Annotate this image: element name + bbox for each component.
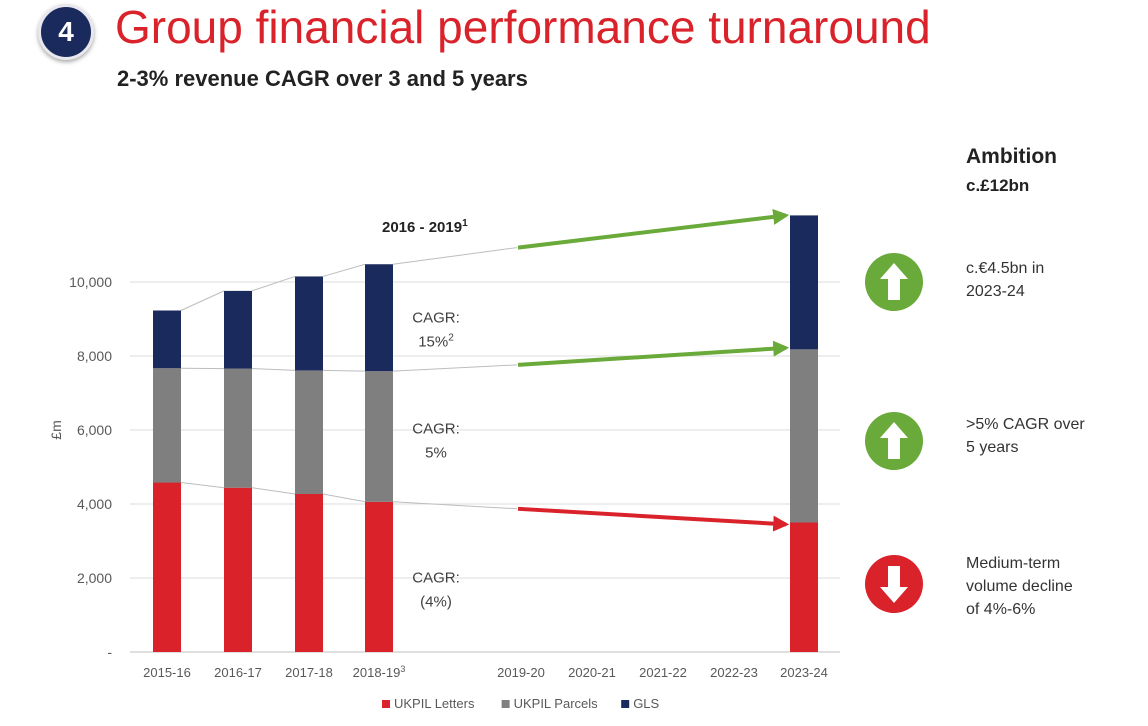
x-tick-label: 2016-17 xyxy=(214,665,262,680)
cagr-value-ukpil-parcels: 5% xyxy=(425,445,447,462)
y-tick-label: 4,000 xyxy=(77,496,112,512)
connector-line xyxy=(322,263,366,277)
bar-gls-2016-17 xyxy=(224,290,252,369)
bar-gls-2015-16 xyxy=(153,310,181,369)
cagr-value-gls: 15%2 xyxy=(418,333,454,351)
arrow-down-shape xyxy=(880,566,908,603)
arrow-up-icon xyxy=(865,412,923,470)
cagr-label-ukpil-parcels: CAGR: xyxy=(412,421,460,438)
legend-label-ukpil-parcels: UKPIL Parcels xyxy=(514,696,599,711)
bar-gls-2017-18 xyxy=(295,276,323,371)
x-tick-label: 2021-22 xyxy=(639,665,687,680)
cagr-footnote: 2 xyxy=(448,333,454,344)
ambition-letters-text: Medium-term volume decline of 4%-6% xyxy=(966,555,1073,618)
arrow-path xyxy=(880,422,908,459)
bar-ukpil-parcels-2017-18 xyxy=(295,370,323,495)
x-tick-label: 2015-16 xyxy=(143,665,191,680)
connector-line xyxy=(180,290,225,311)
connector-line xyxy=(251,275,296,292)
connector-line xyxy=(392,247,518,265)
page-subtitle: 2-3% revenue CAGR over 3 and 5 years xyxy=(117,66,528,91)
x-tick-label: 2022-23 xyxy=(710,665,758,680)
legend-swatch-ukpil-letters xyxy=(382,700,390,708)
arrow-up-icon xyxy=(865,253,923,311)
bar-gls-2018-19 xyxy=(365,264,393,372)
y-tick-label: 10,000 xyxy=(69,274,112,290)
bar-ukpil-letters-2016-17 xyxy=(224,487,252,652)
ambition-target: c.£12bn xyxy=(966,176,1030,195)
connector-line xyxy=(322,369,366,372)
trend-arrow-gls xyxy=(517,208,790,250)
bar-ukpil-parcels-2023-24 xyxy=(790,349,818,523)
connector-line xyxy=(251,368,296,371)
trend-arrow-ukpil-parcels xyxy=(517,340,790,367)
section-number-badge: 4 xyxy=(38,4,94,60)
connector-line xyxy=(392,364,518,372)
x-tick-label: 2017-18 xyxy=(285,665,333,680)
x-tick-label: 2020-21 xyxy=(568,665,616,680)
y-tick-label: - xyxy=(107,644,112,660)
bar-ukpil-letters-2015-16 xyxy=(153,482,181,652)
cagr-label-ukpil-letters: CAGR: xyxy=(412,569,460,586)
period-label: 2016 - 20191 xyxy=(382,218,468,236)
arrow-down-icon xyxy=(865,555,923,613)
cagr-label-gls: CAGR: xyxy=(412,310,460,327)
legend-swatch-gls xyxy=(621,700,630,708)
bar-gls-2023-24 xyxy=(790,215,818,350)
arrow-up-shape xyxy=(880,422,908,459)
x-tick-label: 2018-193 xyxy=(353,664,406,680)
ambition-gls-text: c.€4.5bn in 2023-24 xyxy=(966,260,1045,300)
bar-ukpil-parcels-2018-19 xyxy=(365,371,393,502)
legend-label-gls: GLS xyxy=(633,696,659,711)
legend-swatch-ukpil-parcels xyxy=(501,700,510,708)
period-footnote: 1 xyxy=(462,218,468,229)
connector-line xyxy=(251,487,296,495)
connector-line xyxy=(392,501,518,510)
connector-line xyxy=(180,482,225,489)
legend-label-ukpil-letters: UKPIL Letters xyxy=(394,696,475,711)
page-title: Group financial performance turnaround xyxy=(115,1,931,53)
bar-ukpil-letters-2023-24 xyxy=(790,522,818,652)
connector-line xyxy=(322,493,366,503)
x-tick-label: 2019-20 xyxy=(497,665,545,680)
bar-ukpil-parcels-2016-17 xyxy=(224,368,252,488)
ambition-parcels-text: >5% CAGR over 5 years xyxy=(966,416,1085,456)
arrow-up-shape xyxy=(880,263,908,300)
x-tick-label: 2023-24 xyxy=(780,665,828,680)
y-tick-label: 6,000 xyxy=(77,422,112,438)
cagr-value-ukpil-letters: (4%) xyxy=(420,593,452,610)
trend-arrow-ukpil-letters xyxy=(517,506,790,532)
arrow-path xyxy=(880,566,908,603)
y-axis-label: £m xyxy=(48,420,64,439)
bar-ukpil-letters-2017-18 xyxy=(295,494,323,652)
arrow-path xyxy=(880,263,908,300)
y-tick-label: 2,000 xyxy=(77,570,112,586)
bar-ukpil-parcels-2015-16 xyxy=(153,368,181,483)
bar-ukpil-letters-2018-19 xyxy=(365,501,393,652)
x-tick-footnote: 3 xyxy=(400,664,405,674)
y-tick-label: 8,000 xyxy=(77,348,112,364)
ambition-title: Ambition xyxy=(966,145,1057,168)
